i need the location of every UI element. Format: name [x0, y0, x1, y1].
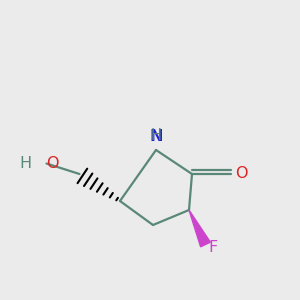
Text: N: N	[149, 129, 163, 144]
Polygon shape	[189, 210, 210, 247]
Text: O: O	[236, 167, 248, 182]
Text: H: H	[151, 128, 161, 142]
Text: H: H	[20, 156, 32, 171]
Text: O: O	[46, 156, 59, 171]
Text: F: F	[208, 240, 218, 255]
